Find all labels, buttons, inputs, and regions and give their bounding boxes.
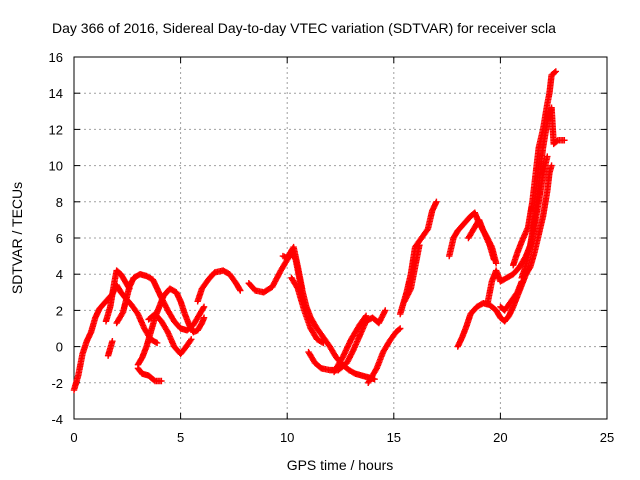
x-axis-label: GPS time / hours bbox=[287, 457, 394, 473]
data-point bbox=[188, 336, 195, 343]
data-point bbox=[382, 307, 389, 314]
data-track bbox=[134, 365, 165, 385]
data-point bbox=[119, 310, 126, 317]
data-point bbox=[236, 286, 243, 293]
y-tick-label: 12 bbox=[49, 122, 63, 137]
y-tick-label: 6 bbox=[56, 231, 63, 246]
data-track bbox=[330, 312, 370, 376]
data-point bbox=[200, 314, 208, 321]
data-point bbox=[152, 339, 160, 346]
data-point bbox=[544, 153, 551, 160]
plot-frame bbox=[73, 56, 608, 420]
data-point bbox=[320, 339, 327, 347]
y-axis-label: SDTVAR / TECUs bbox=[9, 182, 25, 294]
x-tick-label: 0 bbox=[70, 430, 77, 445]
data-point bbox=[109, 337, 116, 345]
data-point bbox=[187, 337, 194, 344]
y-tick-label: 0 bbox=[56, 340, 63, 355]
y-tick-label: -4 bbox=[51, 412, 63, 427]
data-point bbox=[318, 339, 326, 346]
data-point bbox=[396, 325, 404, 332]
data-point bbox=[237, 287, 244, 294]
x-tick-label: 25 bbox=[600, 430, 614, 445]
data-point bbox=[433, 198, 440, 205]
data-track bbox=[145, 310, 195, 358]
data-point bbox=[381, 308, 388, 316]
data-marks bbox=[70, 68, 568, 394]
data-track bbox=[518, 153, 551, 282]
y-tick-label: 16 bbox=[49, 50, 63, 65]
data-track bbox=[194, 267, 244, 305]
data-point bbox=[349, 348, 356, 355]
x-tick-label: 15 bbox=[387, 430, 401, 445]
data-track bbox=[509, 68, 560, 269]
data-point bbox=[200, 304, 207, 312]
data-point bbox=[153, 339, 161, 347]
data-point bbox=[406, 286, 414, 294]
y-tick-label: 4 bbox=[56, 267, 63, 282]
chart-title: Day 366 of 2016, Sidereal Day-to-day VTE… bbox=[52, 20, 556, 36]
data-track bbox=[497, 278, 525, 314]
y-tick-label: -2 bbox=[51, 376, 63, 391]
data-point bbox=[158, 377, 165, 385]
grid-lines bbox=[74, 57, 607, 419]
data-point bbox=[551, 69, 558, 76]
data-point bbox=[492, 260, 500, 267]
y-tick-label: 8 bbox=[56, 195, 63, 210]
data-track bbox=[288, 274, 327, 347]
data-track bbox=[454, 162, 555, 350]
data-point bbox=[548, 162, 555, 169]
x-tick-label: 10 bbox=[280, 430, 294, 445]
data-track bbox=[465, 216, 498, 263]
data-point bbox=[416, 242, 423, 249]
data-point bbox=[552, 68, 560, 75]
data-point bbox=[362, 312, 370, 320]
data-track bbox=[401, 242, 423, 305]
data-point bbox=[561, 137, 568, 144]
data-track bbox=[113, 271, 208, 334]
x-tick-label: 20 bbox=[493, 430, 507, 445]
tick-labels: 0 5 10 15 20 25 -4 -2 0 2 4 6 8 10 12 14 16 bbox=[49, 50, 615, 445]
x-tick-label: 5 bbox=[177, 430, 184, 445]
data-track bbox=[70, 281, 161, 394]
y-tick-label: 14 bbox=[49, 86, 63, 101]
data-point bbox=[200, 303, 208, 310]
data-track bbox=[279, 243, 306, 292]
data-point bbox=[395, 326, 403, 333]
data-point bbox=[490, 256, 498, 263]
y-tick-label: 10 bbox=[49, 159, 63, 174]
y-tick-label: 2 bbox=[56, 303, 63, 318]
data-track bbox=[365, 325, 404, 386]
data-track bbox=[104, 337, 116, 359]
data-point bbox=[361, 313, 369, 321]
